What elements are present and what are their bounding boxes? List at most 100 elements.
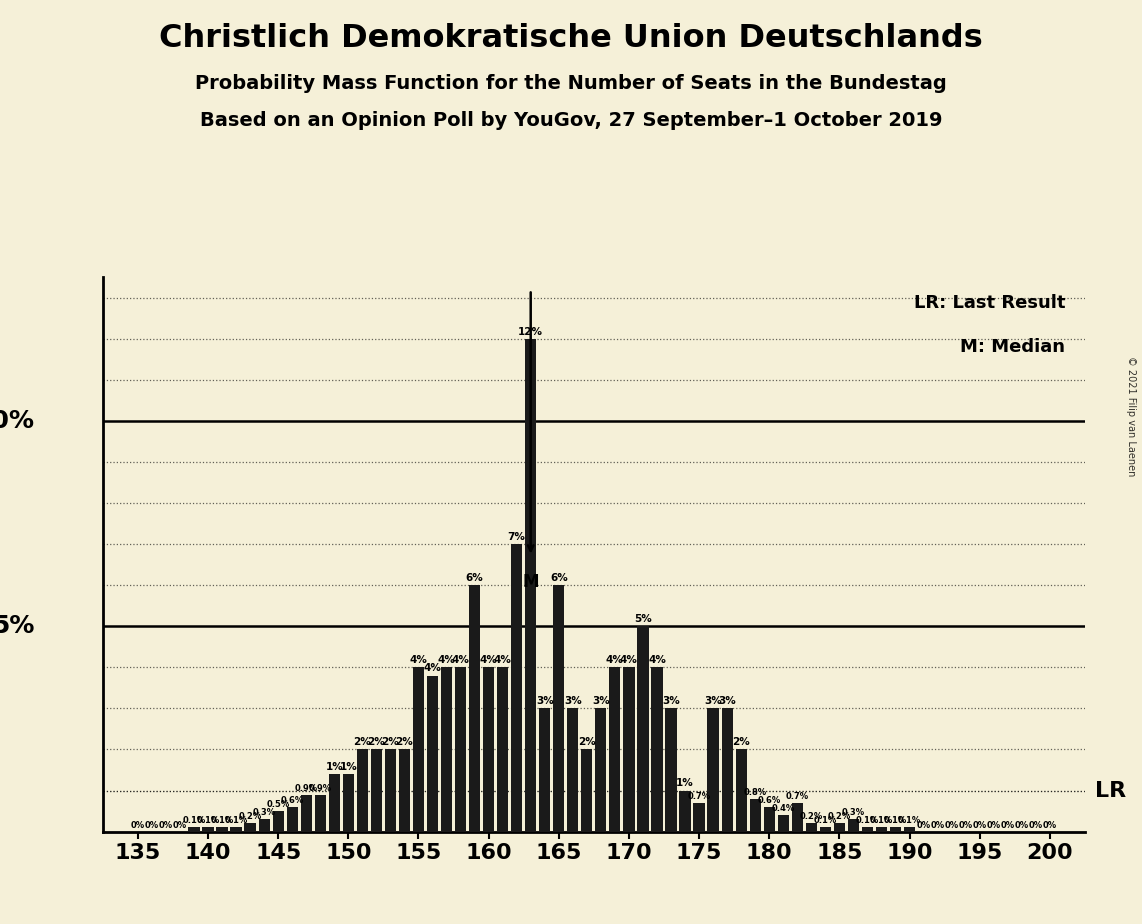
Text: 4%: 4% [480, 655, 498, 665]
Text: 0.2%: 0.2% [239, 812, 262, 821]
Text: 4%: 4% [410, 655, 427, 665]
Bar [329, 774, 340, 832]
Text: 4%: 4% [606, 655, 624, 665]
Text: 0.5%: 0.5% [266, 800, 290, 809]
Text: 0.7%: 0.7% [687, 792, 710, 801]
Text: LR: Last Result: LR: Last Result [914, 294, 1065, 311]
Text: 2%: 2% [395, 737, 413, 748]
Bar [512, 544, 522, 832]
Text: 0.1%: 0.1% [225, 817, 248, 825]
Bar [693, 803, 705, 832]
Text: 2%: 2% [354, 737, 371, 748]
Bar [595, 709, 606, 832]
Text: M: Median: M: Median [960, 338, 1065, 356]
Text: 0%: 0% [172, 821, 187, 830]
Bar [820, 828, 831, 832]
Bar [343, 774, 354, 832]
Text: 2%: 2% [578, 737, 596, 748]
Text: 3%: 3% [536, 697, 554, 706]
Text: 3%: 3% [718, 697, 735, 706]
Bar [624, 667, 635, 832]
Text: 0.1%: 0.1% [183, 817, 206, 825]
Text: 0.1%: 0.1% [855, 817, 879, 825]
Bar [610, 667, 620, 832]
Bar [497, 667, 508, 832]
Text: 0%: 0% [1029, 821, 1043, 830]
Bar [568, 709, 578, 832]
Bar [778, 815, 789, 832]
Bar [258, 820, 270, 832]
Bar [679, 791, 691, 832]
Text: 0%: 0% [944, 821, 958, 830]
Bar [273, 811, 283, 832]
Bar [847, 820, 859, 832]
Text: 0.8%: 0.8% [743, 787, 766, 796]
Text: 0%: 0% [917, 821, 931, 830]
Bar [735, 749, 747, 832]
Bar [399, 749, 410, 832]
Bar [300, 795, 312, 832]
Text: LR: LR [1095, 781, 1126, 800]
Text: 0%: 0% [1000, 821, 1015, 830]
Text: 0%: 0% [145, 821, 159, 830]
Bar [834, 823, 845, 832]
Bar [764, 807, 774, 832]
Text: 0.1%: 0.1% [814, 817, 837, 825]
Bar [455, 667, 466, 832]
Bar [202, 828, 214, 832]
Bar [553, 585, 564, 832]
Text: 0.2%: 0.2% [799, 812, 823, 821]
Text: 10%: 10% [0, 409, 34, 433]
Text: 3%: 3% [592, 697, 610, 706]
Text: 1%: 1% [676, 779, 694, 788]
Text: Probability Mass Function for the Number of Seats in the Bundestag: Probability Mass Function for the Number… [195, 74, 947, 93]
Bar [637, 626, 649, 832]
Text: 4%: 4% [620, 655, 638, 665]
Text: 5%: 5% [634, 614, 652, 625]
Bar [666, 709, 676, 832]
Bar [525, 339, 537, 832]
Text: 4%: 4% [451, 655, 469, 665]
Text: 7%: 7% [508, 532, 525, 542]
Bar [722, 709, 733, 832]
Text: 0.3%: 0.3% [842, 808, 864, 817]
Text: 0.1%: 0.1% [870, 817, 893, 825]
Text: 0.1%: 0.1% [884, 817, 907, 825]
Text: 1%: 1% [339, 762, 357, 772]
Text: 3%: 3% [705, 697, 722, 706]
Text: Christlich Demokratische Union Deutschlands: Christlich Demokratische Union Deutschla… [159, 23, 983, 55]
Bar [581, 749, 593, 832]
Text: 4%: 4% [648, 655, 666, 665]
Text: 2%: 2% [381, 737, 400, 748]
Text: 0%: 0% [131, 821, 145, 830]
Text: 0.6%: 0.6% [281, 796, 304, 805]
Bar [231, 828, 242, 832]
Text: 0%: 0% [931, 821, 944, 830]
Text: 1%: 1% [325, 762, 343, 772]
Text: 0.3%: 0.3% [252, 808, 275, 817]
Bar [413, 667, 424, 832]
Text: 2%: 2% [732, 737, 750, 748]
Text: © 2021 Filip van Laenen: © 2021 Filip van Laenen [1126, 356, 1136, 476]
Text: 0.9%: 0.9% [295, 784, 317, 793]
Text: 0%: 0% [1015, 821, 1029, 830]
Bar [904, 828, 915, 832]
Bar [749, 798, 761, 832]
Bar [188, 828, 200, 832]
Text: 0%: 0% [159, 821, 172, 830]
Bar [876, 828, 887, 832]
Bar [371, 749, 381, 832]
Text: Based on an Opinion Poll by YouGov, 27 September–1 October 2019: Based on an Opinion Poll by YouGov, 27 S… [200, 111, 942, 130]
Text: 0%: 0% [958, 821, 973, 830]
Text: 0.9%: 0.9% [308, 784, 332, 793]
Bar [244, 823, 256, 832]
Bar [385, 749, 396, 832]
Text: 3%: 3% [564, 697, 581, 706]
Bar [890, 828, 901, 832]
Bar [315, 795, 325, 832]
Bar [441, 667, 452, 832]
Text: 3%: 3% [662, 697, 679, 706]
Text: 0.7%: 0.7% [786, 792, 809, 801]
Bar [651, 667, 662, 832]
Text: 4%: 4% [493, 655, 512, 665]
